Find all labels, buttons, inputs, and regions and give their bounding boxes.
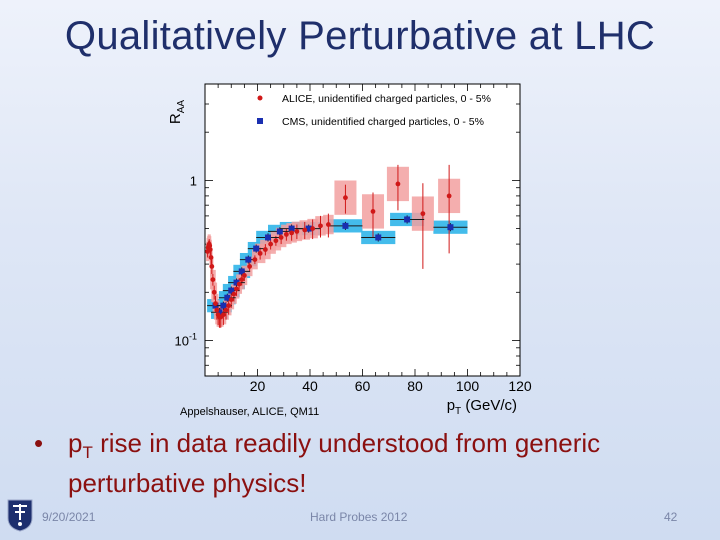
cms-data-point [228, 287, 235, 294]
chart-svg: 20 40 60 80 100 120 1 10-1 RAA pT (GeV/c) Appelsha… [167, 83, 532, 418]
alice-data-point [207, 243, 213, 249]
bullet-dot-icon: • [34, 428, 44, 458]
cms-data-point [404, 216, 411, 223]
cms-data-point [342, 222, 349, 229]
cms-data-point [305, 225, 312, 232]
alice-data-point [209, 264, 215, 269]
alice-data-point [241, 272, 247, 278]
credit-label: Appelshauser, ALICE, QM11 [180, 406, 319, 418]
alice-data-point [247, 264, 253, 269]
alice-data-point [325, 222, 331, 227]
alice-data-point [268, 241, 274, 247]
cms-data-point [245, 256, 252, 263]
raa-chart: 20 40 60 80 100 120 1 10-1 RAA pT (GeV/c) Appelsha… [160, 80, 540, 420]
alice-data-point [214, 307, 220, 313]
alice-data-point [208, 255, 214, 260]
alice-data-point [318, 223, 323, 229]
alice-data-point [302, 227, 308, 233]
y-tick-label: 1 [190, 173, 197, 188]
bullet-prefix: p [68, 428, 83, 458]
university-crest-icon [7, 499, 33, 532]
alice-data-point [223, 307, 229, 313]
legend-cms-label: CMS, unidentified charged particles, 0 -… [282, 116, 484, 128]
cms-data-point [233, 279, 240, 286]
alice-data-point [220, 312, 226, 318]
alice-data-point [210, 277, 216, 283]
alice-data-point [273, 238, 279, 244]
alice-data-point [226, 303, 232, 309]
x-tick-label: 40 [302, 378, 318, 394]
cms-data-point [238, 268, 245, 275]
cms-data-point [253, 245, 260, 252]
alice-data-point [294, 229, 300, 234]
legend-alice-label: ALICE, unidentified charged particles, 0… [282, 93, 491, 105]
cms-data-point [216, 309, 223, 316]
x-tick-label: 60 [355, 378, 371, 394]
footer-page-number: 42 [664, 510, 678, 524]
footer-date: 9/20/2021 [42, 510, 96, 524]
cms-data-point [224, 294, 231, 301]
alice-data-point [262, 247, 268, 252]
alice-data-point [211, 289, 217, 295]
alice-data-point [207, 247, 213, 252]
alice-data-point [278, 235, 284, 240]
alice-data-point [343, 195, 348, 201]
x-tick-label: 100 [456, 378, 480, 394]
alice-data-point [446, 193, 452, 199]
alice-data-point [213, 301, 218, 306]
footer-title: Hard Probes 2012 [310, 510, 408, 524]
alice-data-point [395, 181, 401, 187]
alice-data-point [310, 226, 316, 231]
legend-cms-marker [257, 118, 263, 124]
alice-data-point [239, 277, 245, 283]
cms-data-point [276, 228, 283, 235]
legend-alice-marker [257, 95, 263, 101]
x-tick-label: 120 [508, 378, 532, 394]
x-tick-label: 20 [250, 378, 266, 394]
alice-data-point [234, 286, 239, 292]
alice-data-point [370, 209, 376, 214]
slide-title: Qualitatively Perturbative at LHC [64, 14, 656, 58]
x-tick-label: 80 [407, 378, 423, 394]
bullet-subscript: T [82, 443, 93, 463]
cms-data-point [265, 234, 271, 241]
y-axis-label: RAA [167, 100, 187, 125]
cms-data-point [220, 302, 227, 309]
alice-data-point [252, 257, 258, 263]
alice-data-point [420, 211, 426, 217]
alice-data-point [283, 231, 289, 237]
y-tick-label: 10-1 [175, 331, 197, 348]
alice-data-point [231, 291, 237, 297]
alice-data-point [289, 230, 295, 236]
x-axis-label: pT (GeV/c) [447, 397, 517, 417]
bullet-body: rise in data readily understood from gen… [68, 428, 601, 499]
cms-data-point [288, 225, 295, 232]
alice-data-point [236, 281, 242, 287]
alice-data-point [257, 250, 263, 256]
bullet-text: pT rise in data readily understood from … [68, 428, 688, 499]
alice-data-point [228, 297, 234, 303]
cms-data-point [375, 234, 382, 241]
cms-data-point [447, 224, 454, 231]
